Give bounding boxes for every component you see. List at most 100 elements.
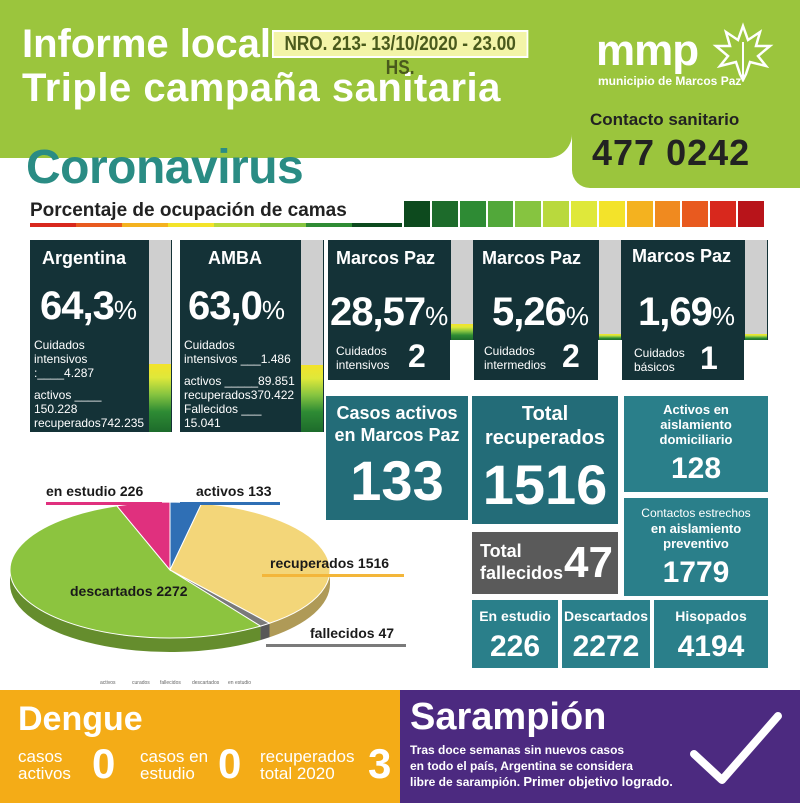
- occupancy-bar-amba: [300, 240, 324, 432]
- stat-line: Cuidados: [34, 338, 85, 352]
- dengue-section: Dengue casos activos 0 casos en estudio …: [0, 690, 400, 803]
- scale-swatch: [626, 201, 653, 227]
- panel-percent: 5,26%: [492, 290, 589, 335]
- percent-sign: %: [113, 295, 137, 325]
- legend-entry: en estudio: [228, 680, 251, 686]
- sarampion-title: Sarampión: [410, 696, 607, 738]
- contactos-value: 1779: [662, 556, 730, 589]
- care-line: intermedios: [484, 358, 547, 372]
- bar-fill: [451, 324, 473, 340]
- sarampion-text: Tras doce semanas sin nuevos casos en to…: [410, 742, 673, 790]
- fallecidos-value: 47: [564, 538, 613, 587]
- occupancy-underline: [30, 223, 402, 227]
- percent-sign: %: [711, 301, 735, 331]
- care-label: Cuidados básicos: [634, 346, 685, 374]
- stat-line: recuperados370.422: [184, 388, 295, 402]
- contactos-label: Contactos estrechos en aislamiento preve…: [624, 506, 768, 551]
- care-count: 2: [562, 338, 580, 374]
- scale-swatch: [710, 201, 737, 227]
- scale-swatch: [654, 201, 681, 227]
- panel-title: Marcos Paz: [632, 246, 732, 266]
- dengue-activos-label: casos activos: [18, 748, 71, 782]
- pie-callout-label: en estudio 226: [46, 483, 143, 499]
- aislamiento-domiciliario-box: Activos en aislamiento domiciliario 128: [624, 396, 768, 492]
- label-line: casos: [18, 747, 63, 766]
- cases-pie-chart: activos curados fallecidos descartados en es…: [9, 483, 406, 686]
- percent-sign: %: [425, 301, 448, 331]
- pie-callout-label: recuperados 1516: [270, 555, 389, 571]
- pie-side-curados: [269, 570, 330, 638]
- logo-text: mmp: [596, 26, 699, 75]
- total-recuperados-box: Total recuperados 1516: [472, 396, 618, 524]
- occupancy-bar-marcos-paz-1: [450, 240, 474, 340]
- sarampion-section: Sarampión Tras doce semanas sin nuevos c…: [400, 690, 800, 803]
- bar-track: [745, 240, 767, 340]
- occupancy-color-scale: [404, 201, 766, 227]
- scale-swatch: [571, 201, 597, 227]
- header-title-line1: Informe local: [22, 22, 271, 66]
- descartados-value: 2272: [572, 630, 640, 663]
- panel-title: Marcos Paz: [336, 248, 436, 268]
- text-line: Tras doce semanas sin nuevos casos: [410, 743, 625, 757]
- aislamiento-label: Activos en aislamiento domiciliario: [624, 402, 768, 447]
- percent-value: 63,0: [188, 284, 263, 328]
- percent-sign: %: [261, 295, 285, 325]
- header-title-line2: Triple campaña sanitaria: [22, 66, 501, 110]
- panel-stats: Cuidados intensivos :____4.287 activos _…: [34, 338, 148, 444]
- label-line: total 2020: [260, 764, 335, 783]
- casos-activos-value: 133: [350, 449, 444, 512]
- pie-callout-label: fallecidos 47: [310, 625, 394, 641]
- fallecidos-label: Total fallecidos: [480, 540, 563, 584]
- label-underline: [262, 574, 404, 577]
- panel-percent: 63,0%: [188, 284, 285, 329]
- contactos-estrechos-box: Contactos estrechos en aislamiento preve…: [624, 498, 768, 596]
- descartados-label: Descartados: [563, 608, 649, 624]
- leaf-logo-icon: [712, 22, 774, 82]
- dengue-activos-value: 0: [92, 740, 116, 787]
- panel-title: Marcos Paz: [482, 248, 582, 268]
- care-label: Cuidados intermedios: [484, 344, 546, 372]
- panel-percent: 1,69%: [638, 290, 735, 335]
- contact-box: [572, 100, 800, 188]
- bar-fill: [745, 334, 767, 340]
- care-count: 2: [408, 338, 426, 374]
- casos-activos-box: Casos activos en Marcos Paz 133: [326, 396, 468, 520]
- scale-swatch: [598, 201, 625, 227]
- care-line: básicos: [634, 360, 675, 374]
- panel-percent: 64,3%: [40, 284, 137, 329]
- percent-value: 5,26: [492, 290, 567, 334]
- label-line: recuperados: [260, 747, 355, 766]
- stat-line: recuperados742.235: [34, 416, 145, 430]
- pie-callout-label: descartados 2272: [70, 583, 188, 599]
- label-line: en Marcos Paz: [334, 425, 460, 445]
- en-estudio-value: 226: [489, 630, 541, 663]
- occupancy-bar-marcos-paz-2: [598, 240, 622, 340]
- label-underline: [180, 502, 280, 505]
- label-line: domiciliario: [659, 432, 733, 447]
- pie-side-fallecidos: [260, 623, 270, 641]
- panel-argentina: Argentina 64,3% Cuidados intensivos :___…: [30, 240, 148, 444]
- text-line: libre de sarampión. Primer objetivo logr…: [410, 774, 673, 790]
- label-line: Total: [521, 403, 569, 425]
- occupancy-bar-marcos-paz-3: [744, 240, 768, 340]
- scale-swatch: [487, 201, 514, 227]
- label-line: estudio: [140, 764, 195, 783]
- bar-track: [599, 240, 621, 340]
- care-line: intensivos: [336, 358, 390, 372]
- bar-fill: [301, 365, 323, 432]
- stat-line: fallecidos ___ 24.572: [34, 430, 148, 444]
- text-line: en todo el país, Argentina se considera: [410, 759, 633, 773]
- total-fallecidos-box: Total fallecidos 47: [472, 532, 618, 594]
- panel-percent: 28,57%: [330, 290, 448, 335]
- care-count: 1: [700, 340, 718, 376]
- legend-entry: activos: [100, 680, 116, 686]
- label-underline: [46, 502, 162, 505]
- bar-fill: [149, 364, 171, 432]
- report-info-badge: NRO. 213- 13/10/2020 - 23.00 HS.: [272, 30, 529, 79]
- coronavirus-title: Coronavirus: [26, 141, 304, 194]
- panel-marcos-paz-intensivos: Marcos Paz 28,57% Cuidados intensivos 2: [328, 240, 450, 380]
- bar-track: [451, 240, 473, 340]
- dengue-recuperados-value: 3: [368, 740, 392, 787]
- care-label: Cuidados intensivos: [336, 344, 389, 372]
- label-line: activos: [18, 764, 71, 783]
